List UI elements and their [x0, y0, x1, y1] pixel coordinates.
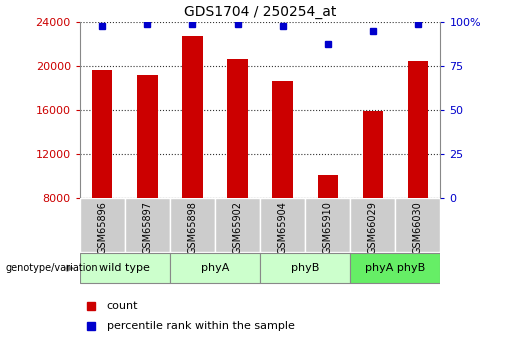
Text: GSM66029: GSM66029	[368, 201, 377, 254]
Text: GSM65897: GSM65897	[143, 201, 152, 254]
Text: GSM65898: GSM65898	[187, 201, 197, 254]
Bar	[408, 61, 428, 198]
Bar	[170, 198, 215, 252]
Text: percentile rank within the sample: percentile rank within the sample	[107, 321, 295, 331]
Text: genotype/variation: genotype/variation	[5, 263, 98, 273]
Bar	[138, 75, 158, 198]
Text: phyA: phyA	[201, 263, 229, 273]
Bar	[350, 254, 440, 283]
Bar	[80, 254, 170, 283]
Bar	[305, 198, 350, 252]
Bar	[182, 36, 202, 198]
Text: GSM65904: GSM65904	[278, 201, 287, 254]
Text: phyA phyB: phyA phyB	[365, 263, 425, 273]
Bar	[125, 198, 170, 252]
Bar	[228, 59, 248, 198]
Bar	[80, 198, 125, 252]
Bar	[350, 198, 396, 252]
Bar	[272, 81, 293, 198]
Bar	[260, 254, 350, 283]
Text: count: count	[107, 301, 139, 311]
Bar	[363, 111, 383, 198]
Bar	[215, 198, 260, 252]
Text: GSM65910: GSM65910	[323, 201, 333, 254]
Title: GDS1704 / 250254_at: GDS1704 / 250254_at	[184, 4, 336, 19]
Text: GSM65902: GSM65902	[233, 201, 243, 254]
Text: GSM65896: GSM65896	[97, 201, 107, 254]
Text: GSM66030: GSM66030	[413, 201, 423, 254]
Bar	[92, 70, 112, 198]
Text: phyB: phyB	[291, 263, 319, 273]
Bar	[170, 254, 260, 283]
Bar	[396, 198, 440, 252]
Text: wild type: wild type	[99, 263, 150, 273]
Bar	[260, 198, 305, 252]
Bar	[318, 175, 338, 198]
